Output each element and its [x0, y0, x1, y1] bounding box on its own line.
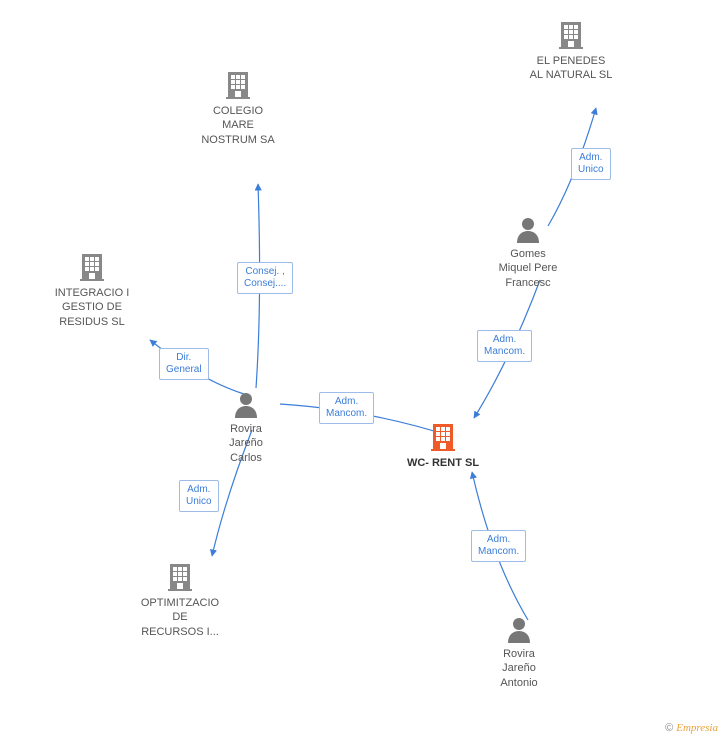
edge-label-2: Adm.Unico: [179, 480, 219, 512]
node-label: RoviraJareñoAntonio: [469, 647, 569, 690]
node-optimitzacio[interactable]: OPTIMITZACIODERECURSOS I...: [130, 560, 230, 639]
edges-layer: [0, 0, 728, 740]
node-integracio[interactable]: INTEGRACIO IGESTIO DERESIDUS SL: [42, 250, 142, 329]
node-colegio[interactable]: COLEGIOMARENOSTRUM SA: [188, 68, 288, 147]
node-label: INTEGRACIO IGESTIO DERESIDUS SL: [42, 286, 142, 329]
edge-label-0: Consej. ,Consej....: [237, 262, 293, 294]
building-icon: [164, 560, 196, 592]
brand: Empresia: [676, 722, 718, 734]
building-icon: [76, 250, 108, 282]
building-icon: [555, 18, 587, 50]
edge-label-6: Adm.Mancom.: [471, 530, 526, 562]
node-rovira_antonio[interactable]: RoviraJareñoAntonio: [469, 615, 569, 690]
copyright-symbol: ©: [665, 722, 673, 734]
edge-label-3: Adm.Mancom.: [319, 392, 374, 424]
edge-label-1: Dir.General: [159, 348, 209, 380]
node-label: OPTIMITZACIODERECURSOS I...: [130, 596, 230, 639]
node-wcrent[interactable]: WC- RENT SL: [393, 420, 493, 470]
node-label: EL PENEDESAL NATURAL SL: [521, 54, 621, 83]
node-label: GomesMiquel PereFrancesc: [478, 247, 578, 290]
node-rovira_carlos[interactable]: RoviraJareñoCarlos: [196, 390, 296, 465]
node-label: WC- RENT SL: [393, 456, 493, 470]
person-icon: [514, 215, 542, 243]
building-icon: [427, 420, 459, 452]
copyright: © Empresia: [665, 722, 718, 734]
building-icon: [222, 68, 254, 100]
node-gomes[interactable]: GomesMiquel PereFrancesc: [478, 215, 578, 290]
node-label: COLEGIOMARENOSTRUM SA: [188, 104, 288, 147]
person-icon: [505, 615, 533, 643]
node-penedes[interactable]: EL PENEDESAL NATURAL SL: [521, 18, 621, 83]
person-icon: [232, 390, 260, 418]
edge-label-5: Adm.Mancom.: [477, 330, 532, 362]
edge-label-4: Adm.Unico: [571, 148, 611, 180]
node-label: RoviraJareñoCarlos: [196, 422, 296, 465]
